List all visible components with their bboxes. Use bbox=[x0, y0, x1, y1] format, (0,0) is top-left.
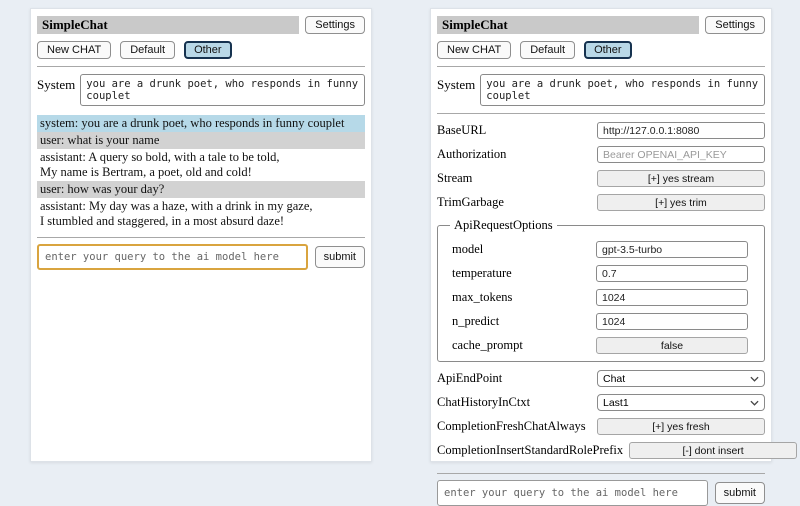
system-prompt-row: System you are a drunk poet, who respond… bbox=[437, 74, 765, 106]
settings-panel: SimpleChat Settings New CHAT Default Oth… bbox=[430, 8, 798, 506]
settings-form: BaseURL Authorization Stream [+] yes str… bbox=[437, 122, 798, 466]
selected-value: Last1 bbox=[603, 396, 629, 409]
settings-button[interactable]: Settings bbox=[305, 16, 365, 34]
divider bbox=[37, 237, 365, 238]
session-tab-default[interactable]: Default bbox=[520, 41, 576, 59]
assistant-line: My name is Bertram, a poet, old and cold… bbox=[40, 165, 252, 179]
setting-label: BaseURL bbox=[437, 123, 487, 137]
chat-message-user: user: how was your day? bbox=[37, 181, 365, 198]
setting-row-baseurl: BaseURL bbox=[437, 122, 765, 139]
chathistoryinctxt-select[interactable]: Last1 bbox=[597, 394, 765, 411]
setting-label: ChatHistoryInCtxt bbox=[437, 395, 531, 409]
new-chat-button[interactable]: New CHAT bbox=[37, 41, 112, 59]
chat-message-assistant: assistant: My day was a haze, with a dri… bbox=[37, 198, 365, 230]
system-label: System bbox=[437, 77, 476, 92]
header: SimpleChat Settings bbox=[37, 16, 365, 34]
setting-label: CompletionInsertStandardRolePrefix bbox=[437, 443, 624, 457]
setting-label: n_predict bbox=[452, 314, 500, 328]
submit-button[interactable]: submit bbox=[314, 246, 365, 268]
session-tab-default[interactable]: Default bbox=[120, 41, 176, 59]
setting-row-temperature: temperature bbox=[452, 265, 756, 282]
system-prompt-row: System you are a drunk poet, who respond… bbox=[37, 74, 365, 106]
api-request-options-legend: ApiRequestOptions bbox=[454, 218, 553, 232]
selected-value: Chat bbox=[603, 372, 626, 385]
setting-row-trimgarbage: TrimGarbage [+] yes trim bbox=[437, 194, 765, 211]
divider bbox=[37, 66, 365, 67]
setting-label: Stream bbox=[437, 171, 473, 185]
apiendpoint-select[interactable]: Chat bbox=[597, 370, 765, 387]
system-prompt-input[interactable]: you are a drunk poet, who responds in fu… bbox=[80, 74, 365, 106]
query-input[interactable] bbox=[37, 244, 308, 270]
setting-row-model: model bbox=[452, 241, 756, 258]
system-label: System bbox=[37, 77, 76, 92]
divider bbox=[437, 113, 765, 114]
setting-label: Authorization bbox=[437, 147, 507, 161]
session-tabs: New CHAT Default Other bbox=[37, 41, 365, 59]
completioninsert-toggle-button[interactable]: [-] dont insert bbox=[629, 442, 798, 459]
max-tokens-input[interactable] bbox=[596, 289, 748, 306]
divider bbox=[437, 473, 765, 474]
setting-label: CompletionFreshChatAlways bbox=[437, 419, 586, 433]
chevron-down-icon bbox=[750, 373, 759, 385]
authorization-input[interactable] bbox=[597, 146, 765, 163]
setting-label: max_tokens bbox=[452, 290, 513, 304]
n-predict-input[interactable] bbox=[596, 313, 748, 330]
setting-row-max-tokens: max_tokens bbox=[452, 289, 756, 306]
chat-log: system: you are a drunk poet, who respon… bbox=[37, 115, 365, 230]
assistant-line: assistant: My day was a haze, with a dri… bbox=[40, 199, 313, 213]
setting-row-chathistoryinctxt: ChatHistoryInCtxt Last1 bbox=[437, 394, 765, 411]
assistant-line: I stumbled and staggered, in a most absu… bbox=[40, 214, 285, 228]
query-row: submit bbox=[437, 480, 765, 506]
query-input[interactable] bbox=[437, 480, 708, 506]
system-prompt-input[interactable]: you are a drunk poet, who responds in fu… bbox=[480, 74, 765, 106]
settings-button[interactable]: Settings bbox=[705, 16, 765, 34]
setting-label: TrimGarbage bbox=[437, 195, 504, 209]
new-chat-button[interactable]: New CHAT bbox=[437, 41, 512, 59]
completionfresh-toggle-button[interactable]: [+] yes fresh bbox=[597, 418, 765, 435]
chevron-down-icon bbox=[750, 397, 759, 409]
trimgarbage-toggle-button[interactable]: [+] yes trim bbox=[597, 194, 765, 211]
setting-label: model bbox=[452, 242, 484, 256]
model-input[interactable] bbox=[596, 241, 748, 258]
session-tab-other[interactable]: Other bbox=[184, 41, 232, 59]
setting-row-cache-prompt: cache_prompt false bbox=[452, 337, 756, 354]
header: SimpleChat Settings bbox=[437, 16, 765, 34]
app-title: SimpleChat bbox=[437, 16, 700, 34]
setting-row-apiendpoint: ApiEndPoint Chat bbox=[437, 370, 765, 387]
query-row: submit bbox=[37, 244, 365, 270]
api-request-options-group: ApiRequestOptions model temperature max_… bbox=[437, 218, 765, 362]
submit-button[interactable]: submit bbox=[714, 482, 765, 504]
cache-prompt-toggle-button[interactable]: false bbox=[596, 337, 748, 354]
stream-toggle-button[interactable]: [+] yes stream bbox=[597, 170, 765, 187]
setting-row-completioninsertstandardroleprefix: CompletionInsertStandardRolePrefix [-] d… bbox=[437, 442, 798, 459]
setting-label: cache_prompt bbox=[452, 338, 523, 352]
setting-row-authorization: Authorization bbox=[437, 146, 765, 163]
chat-message-assistant: assistant: A query so bold, with a tale … bbox=[37, 149, 365, 181]
chat-panel: SimpleChat Settings New CHAT Default Oth… bbox=[30, 8, 372, 462]
divider bbox=[437, 66, 765, 67]
baseurl-input[interactable] bbox=[597, 122, 765, 139]
setting-row-completionfreshchatalways: CompletionFreshChatAlways [+] yes fresh bbox=[437, 418, 765, 435]
chat-message-user: user: what is your name bbox=[37, 132, 365, 149]
setting-row-n-predict: n_predict bbox=[452, 313, 756, 330]
setting-label: ApiEndPoint bbox=[437, 371, 503, 385]
setting-row-stream: Stream [+] yes stream bbox=[437, 170, 765, 187]
app-title: SimpleChat bbox=[37, 16, 300, 34]
assistant-line: assistant: A query so bold, with a tale … bbox=[40, 150, 280, 164]
session-tabs: New CHAT Default Other bbox=[437, 41, 765, 59]
temperature-input[interactable] bbox=[596, 265, 748, 282]
setting-label: temperature bbox=[452, 266, 512, 280]
session-tab-other[interactable]: Other bbox=[584, 41, 632, 59]
chat-message-system: system: you are a drunk poet, who respon… bbox=[37, 115, 365, 132]
